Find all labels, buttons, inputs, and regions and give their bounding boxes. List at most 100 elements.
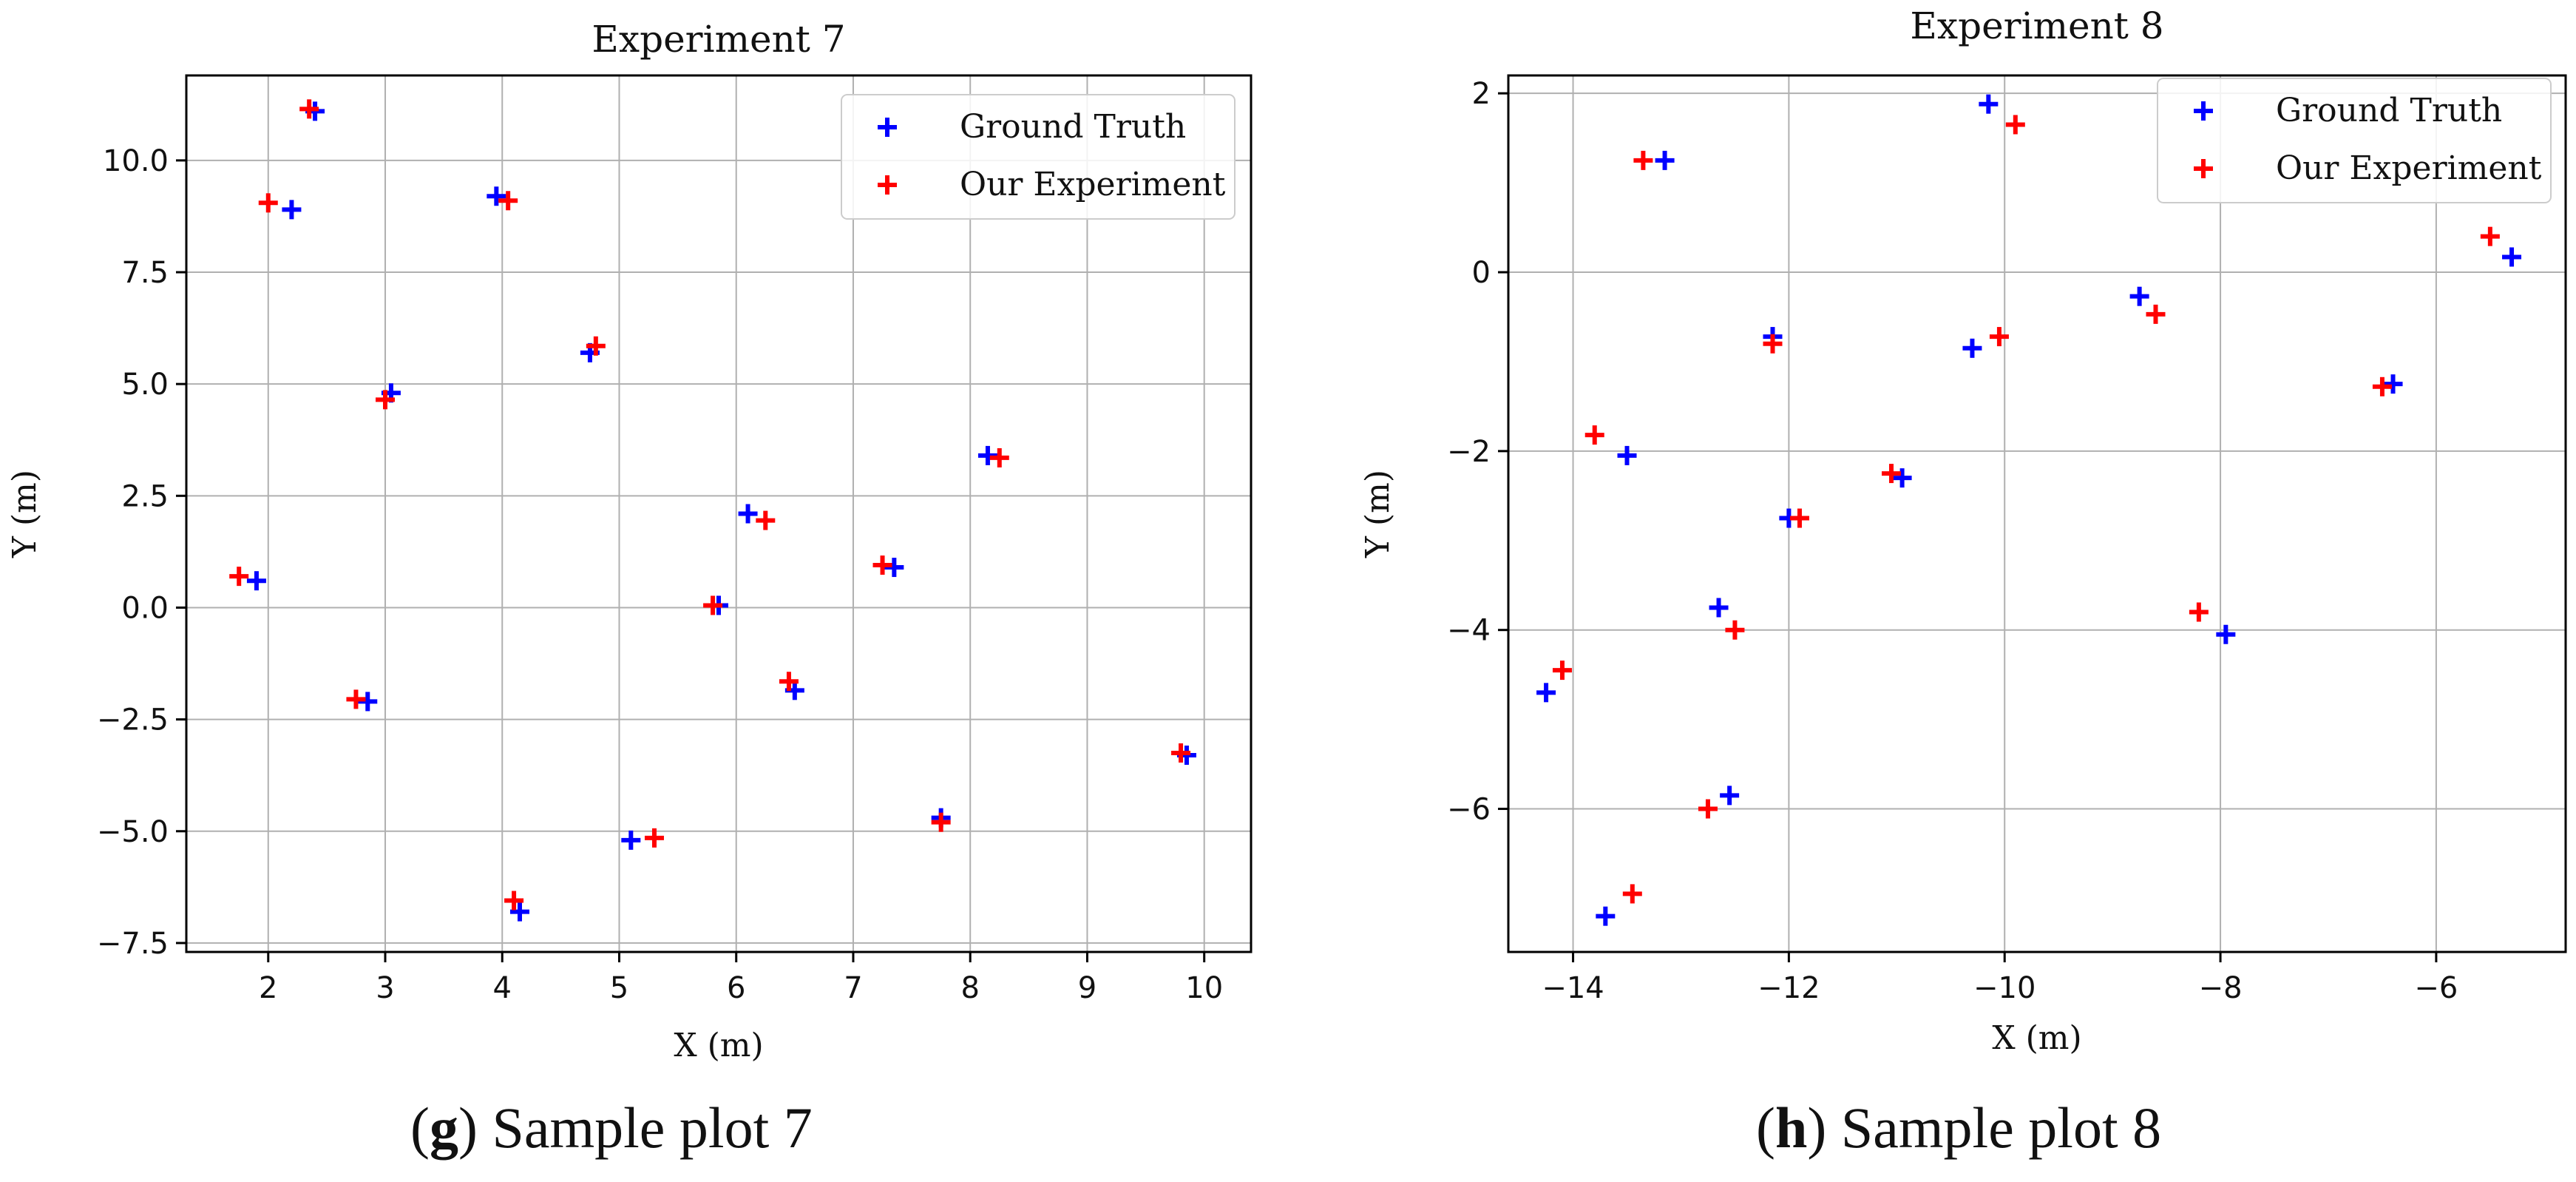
data-point <box>2480 226 2500 246</box>
x-tick-label: −14 <box>1542 971 1604 1005</box>
x-axis-label: X (m) <box>1992 1019 2081 1057</box>
legend-label: Ground Truth <box>2276 92 2502 129</box>
data-point <box>2216 624 2236 644</box>
x-tick-label: 2 <box>259 971 277 1005</box>
caption-g-letter: g <box>429 1095 458 1160</box>
data-point <box>2502 247 2522 267</box>
data-point <box>1596 906 1616 926</box>
chart-title: Experiment 8 <box>1910 4 2163 47</box>
data-point <box>644 828 664 848</box>
data-point <box>1633 150 1653 170</box>
x-tick-label: −6 <box>2414 971 2458 1005</box>
data-point <box>2189 602 2209 622</box>
data-point <box>1892 468 1912 488</box>
chart-experiment-8: −14 −12 −10 −8 −6 −6 −4 −2 0 2 Experiment 8 X (m) Y … <box>1359 4 2567 1057</box>
data-point <box>703 595 723 615</box>
data-point <box>509 902 529 922</box>
series-our-experiment <box>229 99 1191 911</box>
data-point <box>872 555 892 575</box>
data-point <box>1617 445 1637 465</box>
caption-h-open: ( <box>1756 1095 1775 1160</box>
data-point <box>1882 464 1902 484</box>
data-point <box>1698 799 1718 819</box>
data-point <box>989 448 1009 467</box>
x-tick-label: 5 <box>610 971 628 1005</box>
caption-h-letter: h <box>1775 1095 1808 1160</box>
y-tick-label: 0.0 <box>121 591 169 625</box>
data-point <box>1979 94 1999 114</box>
legend-item: Our Experiment <box>878 166 1226 203</box>
caption-g-open: ( <box>410 1095 430 1160</box>
y-tick-label: −2.5 <box>97 703 169 737</box>
data-point <box>504 891 524 911</box>
legend-item: Our Experiment <box>2194 149 2542 187</box>
data-point <box>2372 376 2392 396</box>
data-point <box>931 812 951 832</box>
data-point <box>1962 338 1982 358</box>
data-point <box>376 390 396 410</box>
data-point <box>346 689 366 709</box>
data-point <box>299 99 319 119</box>
x-tick-label: 8 <box>960 971 979 1005</box>
chart-title: Experiment 7 <box>592 18 845 61</box>
data-point <box>1655 150 1675 170</box>
chart-experiment-7: 2 3 4 5 6 7 8 9 10 −7.5 −5.0 −2.5 0.0 2.5 5.0 7.5 10.0 Ex… <box>6 18 1253 1064</box>
x-tick-label: 6 <box>727 971 745 1005</box>
y-tick-label: 0 <box>1472 256 1491 290</box>
legend-label: Our Experiment <box>2276 149 2542 187</box>
y-tick-label: −7.5 <box>97 927 169 961</box>
x-axis-label: X (m) <box>674 1027 763 1064</box>
series-our-experiment <box>1552 115 2500 904</box>
data-point <box>498 191 518 211</box>
y-tick-label: 7.5 <box>121 256 169 290</box>
series-ground-truth <box>1536 94 2522 926</box>
data-point <box>2129 286 2149 306</box>
y-tick-label: 2.5 <box>121 479 169 513</box>
caption-h: (h) Sample plot 8 <box>1756 1095 2161 1161</box>
data-point <box>1536 683 1556 703</box>
x-tick-label: 7 <box>844 971 862 1005</box>
data-point <box>1725 620 1745 640</box>
data-point <box>738 504 758 524</box>
x-tick-label: −12 <box>1758 971 1820 1005</box>
series-ground-truth <box>246 101 1196 922</box>
data-point <box>779 672 799 692</box>
legend-item: Ground Truth <box>2194 92 2502 129</box>
y-tick-label: −2 <box>1447 435 1491 469</box>
x-tick-label: 9 <box>1078 971 1097 1005</box>
legend-label: Ground Truth <box>960 108 1186 146</box>
y-tick-label: 5.0 <box>121 368 169 402</box>
data-point <box>487 186 506 206</box>
caption-g-text: ) Sample plot 7 <box>458 1095 813 1160</box>
plot-frame <box>185 74 1253 953</box>
x-tick-label: −8 <box>2199 971 2243 1005</box>
data-point <box>1789 508 1809 528</box>
data-point <box>884 558 904 578</box>
grid <box>1508 75 2566 952</box>
y-tick-label: −5.0 <box>97 815 169 849</box>
data-point <box>1552 661 1572 681</box>
y-tick-label: 2 <box>1472 77 1491 111</box>
y-tick-label: −4 <box>1447 614 1491 648</box>
legend: Ground Truth Our Experiment <box>2157 78 2552 203</box>
data-point <box>2005 115 2025 135</box>
data-point <box>1989 327 2009 347</box>
data-point <box>258 193 278 213</box>
data-point <box>1584 425 1604 445</box>
data-point <box>586 336 606 356</box>
data-point <box>246 571 266 591</box>
data-point <box>621 830 641 850</box>
data-point <box>2146 304 2166 324</box>
data-point <box>1171 743 1191 763</box>
data-point <box>229 567 249 587</box>
data-point <box>1709 598 1729 618</box>
legend: Ground Truth Our Experiment <box>841 94 1236 220</box>
legend-box <box>2157 78 2552 203</box>
data-point <box>282 200 302 220</box>
data-point <box>1720 786 1740 806</box>
x-tick-label: 10 <box>1185 971 1223 1005</box>
caption-g: (g) Sample plot 7 <box>410 1095 813 1161</box>
y-tick-label: 10.0 <box>103 144 169 178</box>
y-axis-label: Y (m) <box>6 470 44 558</box>
